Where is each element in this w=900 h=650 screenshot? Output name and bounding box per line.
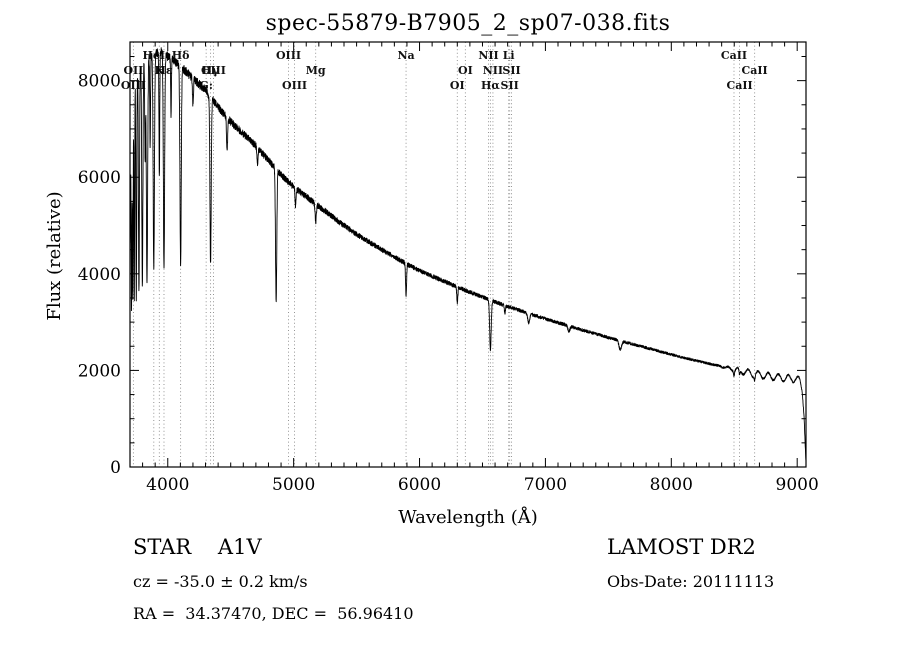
spectral-line-label: OIII xyxy=(276,49,301,62)
coordinates-label: RA = 34.37470, DEC = 56.96410 xyxy=(133,604,414,623)
plot-frame xyxy=(129,41,807,468)
spectral-line-label: SII xyxy=(502,64,520,77)
spectral-line-label: CaII xyxy=(721,49,747,62)
spectral-line-label: OI xyxy=(450,79,465,92)
object-class-label: STAR A1V xyxy=(133,535,262,559)
spectral-line-label: Hα xyxy=(481,79,500,92)
spectral-line-label: OIII xyxy=(201,64,226,77)
radial-velocity-label: cz = -35.0 ± 0.2 km/s xyxy=(133,572,308,591)
y-tick-label: 0 xyxy=(110,458,121,478)
x-tick-label: 9000 xyxy=(776,475,819,495)
x-tick-label: 7000 xyxy=(524,475,567,495)
spectral-line-label: CaII xyxy=(726,79,752,92)
spectrum-trace xyxy=(129,47,807,461)
spectral-line-label: Hδ xyxy=(172,49,190,62)
y-tick-label: 2000 xyxy=(78,361,121,381)
spectral-line-label: OII xyxy=(123,64,143,77)
spectral-line-label: Na xyxy=(397,49,414,62)
page-title: spec-55879-B7905_2_sp07-038.fits xyxy=(265,11,671,36)
x-tick-label: 5000 xyxy=(272,475,315,495)
spectral-line-label: Hγ xyxy=(202,64,220,77)
spectral-line-label: Li xyxy=(503,49,515,62)
obs-date-label: Obs-Date: 20111113 xyxy=(607,572,775,591)
x-axis-label: Wavelength (Å) xyxy=(398,507,538,528)
spectral-line-label: K xyxy=(155,64,165,77)
spectral-line-label: OIII xyxy=(282,79,307,92)
x-tick-label: 6000 xyxy=(398,475,441,495)
y-tick-label: 4000 xyxy=(78,265,121,285)
spectral-line-label: HeI xyxy=(143,49,166,62)
spectral-line-label: NII xyxy=(478,49,498,62)
spectral-line-label: CaII xyxy=(742,64,768,77)
spectral-line-label: OI xyxy=(458,64,473,77)
y-tick-label: 8000 xyxy=(78,72,121,92)
x-tick-label: 4000 xyxy=(146,475,189,495)
spectral-line-label: SII xyxy=(501,79,519,92)
x-tick-label: 8000 xyxy=(650,475,693,495)
y-axis-label: Flux (relative) xyxy=(44,191,65,321)
spectral-line-label: NII xyxy=(483,64,503,77)
y-tick-label: 6000 xyxy=(78,168,121,188)
survey-label: LAMOST DR2 xyxy=(607,535,756,559)
spectral-line-label: Mg xyxy=(306,64,326,77)
